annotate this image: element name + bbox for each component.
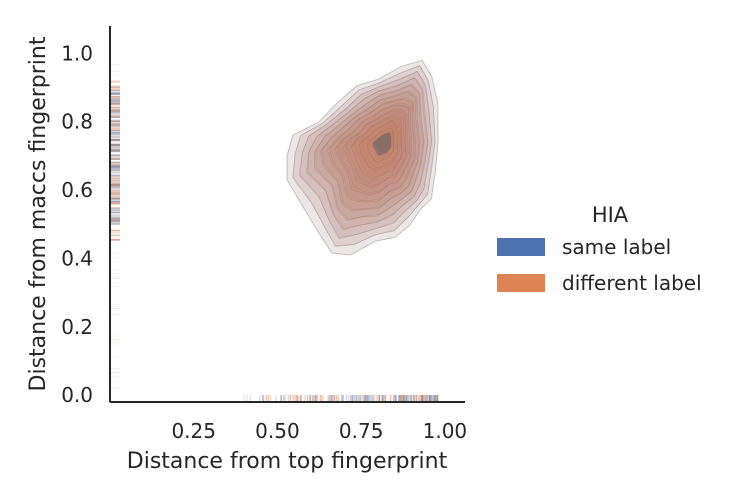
axes [109,26,465,403]
legend-label-different-label: different label [562,271,702,295]
kde-contour [315,83,425,220]
kde-contour [342,110,407,189]
kde-series-same-label [286,60,439,256]
kde-contour [369,124,398,160]
legend: HIA same label different label [497,203,702,295]
kde-core [375,129,394,153]
kde-contour [350,116,403,181]
y-tick-label: 0.8 [61,110,93,134]
kde-contour [307,77,429,229]
legend-title: HIA [592,203,629,227]
kde-contour [298,70,433,240]
kde-contour [367,127,395,163]
kde-contour [329,96,416,202]
kde-contour [292,65,436,247]
rug-marks [111,64,439,401]
y-tick-label: 0.4 [61,246,93,270]
y-axis-label: Distance from maccs fingerprint [26,36,51,391]
kde-contour [314,84,424,221]
kde-contour [344,108,409,186]
kde-contour [353,114,405,178]
kde-contour [334,105,411,196]
x-axis-label: Distance from top fingerprint [127,449,448,474]
y-tick-label: 0.0 [61,383,93,407]
kde-contour [286,60,439,256]
x-tick-label: 0.50 [255,419,300,443]
tick-labels: 0.25 0.50 0.75 1.00 0.0 0.2 0.4 0.6 0.8 1.0 [61,41,467,443]
kde-contour [336,102,413,194]
plot-area [286,59,439,256]
y-tick-label: 0.6 [61,178,93,202]
kde-contour [321,90,421,210]
kde-contour [320,91,420,212]
kde-contour [359,122,399,172]
kde-core [372,132,391,156]
kde-contour [286,59,439,256]
legend-label-same-label: same label [562,235,671,259]
kde-contour [306,77,429,231]
x-tick-label: 0.25 [171,419,216,443]
kde-contour [299,71,433,238]
x-tick-label: 1.00 [423,419,468,443]
kde-series-different-label [286,59,439,256]
y-tick-label: 0.2 [61,315,93,339]
kde-contour [327,98,415,203]
kde-contour [361,119,401,169]
kde-contour [292,64,436,247]
legend-swatch-different-label [497,274,545,292]
y-tick-label: 1.0 [61,41,93,65]
x-tick-label: 0.75 [339,419,384,443]
legend-swatch-same-label [497,238,545,256]
